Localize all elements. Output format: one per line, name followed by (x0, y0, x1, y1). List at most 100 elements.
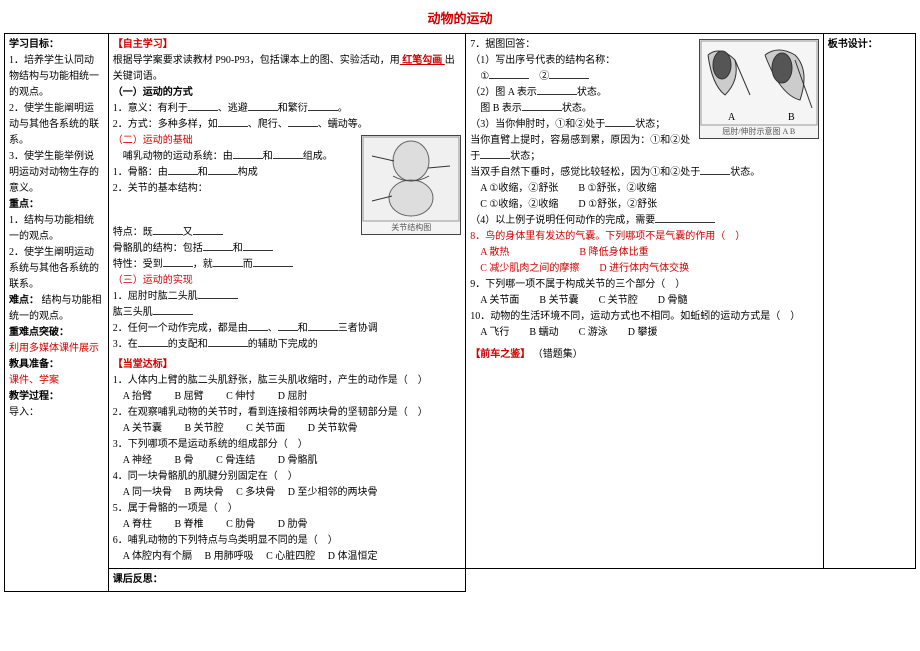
zndtp-txt: 利用多媒体课件展示 (9, 341, 104, 357)
q7-7c: C ①收缩，②收缩 (480, 199, 558, 210)
s2-5a: 骨骼肌的结构：包括 (113, 243, 203, 254)
section3-heading: （三）运动的实现 (113, 273, 461, 289)
q7-8: （4）以上例子说明任何动作的完成，需要 (470, 213, 818, 229)
s3-2c: 和 (298, 323, 308, 334)
q8b: B 降低身体比重 (579, 247, 648, 258)
s2-1c: 组成。 (303, 151, 333, 162)
q8-opts1: A 散热 B 降低身体比重 (470, 245, 818, 261)
page-title: 动物的运动 (4, 8, 916, 27)
s2-2c: 构成 (238, 167, 258, 178)
s1-1d: 。 (338, 103, 348, 114)
q5b: B 脊椎 (174, 519, 203, 530)
q4b: B 两块骨 (184, 487, 223, 498)
xxmb-3: 3．使学生能举例说明运动对动物生存的意义。 (9, 149, 104, 197)
svg-text:B: B (788, 112, 795, 123)
section1-heading: （一）运动的方式 (113, 85, 461, 101)
q10c: C 游泳 (579, 327, 608, 338)
q10-opts: A 飞行 B 蠕动 C 游泳 D 攀援 (470, 325, 818, 341)
q5d: D 肋骨 (278, 519, 308, 530)
q7-7d: D ①舒张，②舒张 (578, 199, 657, 210)
heading-xxmb: 学习目标： (9, 37, 104, 53)
s3-line1: 1．屈肘时肱二头肌 (113, 289, 461, 305)
s2-6c: 而 (243, 259, 253, 270)
q4: 4．同一块骨骼肌的肌腱分别固定在（ ） (113, 469, 461, 485)
q7-8a: （4）以上例子说明任何动作的完成，需要 (470, 215, 655, 226)
s2-line6: 特性：受到，就而 (113, 257, 461, 273)
heading-ddb: 【当堂达标】 (113, 357, 461, 373)
q5: 5．属于骨骼的一项是（ ） (113, 501, 461, 517)
col-self-study: 【自主学习】 根据导学案要求读教材 P90-P93，包括课本上的图、实验活动，用… (108, 34, 465, 569)
col-objectives: 学习目标： 1．培养学生认同动物结构与功能相统一的观点。 2．使学生能阐明运动与… (5, 34, 109, 592)
zd-1: 1．结构与功能相统一的观点。 (9, 213, 104, 245)
q7-1a: ① (480, 71, 489, 82)
s2-line5: 骨骼肌的结构：包括和 (113, 241, 461, 257)
xxmb-1: 1．培养学生认同动物结构与功能相统一的观点。 (9, 53, 104, 101)
q7-7a: A ①收缩，②舒张 (480, 183, 558, 194)
jjzb-txt: 课件、学案 (9, 373, 104, 389)
intro-line: 根据导学案要求读教材 P90-P93，包括课本上的图、实验活动，用 红笔勾画 出… (113, 53, 461, 85)
q8d: D 进行体内气体交换 (599, 263, 689, 274)
joint-diagram: 关节结构图 (361, 135, 461, 235)
q7-6: 当双手自然下垂时，感觉比较轻松，因为①和②处于状态。 (470, 165, 818, 181)
q6a: A 体腔内有个膈 (123, 551, 192, 562)
qczj-line: 【前车之鉴】 （错题集） (470, 347, 818, 363)
s1-1c: 和繁衍 (278, 103, 308, 114)
zd-2: 2．使学生阐明运动系统与其他各系统的联系。 (9, 245, 104, 293)
s1-2c: 、蠕动等。 (318, 119, 368, 130)
q6: 6．哺乳动物的下列特点与鸟类明显不同的是（ ） (113, 533, 461, 549)
s3-3c: 的辅助下完成的 (248, 339, 318, 350)
q7-6b: 状态。 (730, 167, 760, 178)
s2-1a: 哺乳动物的运动系统：由 (123, 151, 233, 162)
col-reflection: 课后反思： (108, 569, 465, 592)
q1-opts: A 抬臂 B 屈臂 C 伸忖 D 屈肘 (113, 389, 461, 405)
q1a: A 抬臂 (123, 391, 152, 402)
q4-opts: A 同一块骨 B 两块骨 C 多块骨 D 至少相邻的两块骨 (113, 485, 461, 501)
arm-diagram: A B 屈肘/伸肘示意图 A B (699, 39, 819, 139)
s1-line2: 2．方式：多种多样，如、爬行、、蠕动等。 (113, 117, 461, 133)
q9b: B 关节囊 (539, 295, 578, 306)
s3-1b: 肱三头肌 (113, 307, 153, 318)
q5c: C 肋骨 (226, 519, 255, 530)
s2-4a: 特点：既 (113, 227, 153, 238)
q9c: C 关节腔 (599, 295, 638, 306)
q3-opts: A 神经 B 骨 C 骨连结 D 骨骼肌 (113, 453, 461, 469)
heading-zndtp: 重难点突破： (9, 325, 104, 341)
heading-zd: 重点： (9, 197, 104, 213)
q7-2b: 状态。 (577, 87, 607, 98)
q7-opts2: C ①收缩，②收缩 D ①舒张，②舒张 (470, 197, 818, 213)
intro-highlight: 红笔勾画 (400, 55, 445, 66)
heading-nd: 难点： (9, 295, 39, 306)
q2a: A 关节囊 (123, 423, 162, 434)
q7-1b: ② (539, 71, 549, 82)
q10: 10．动物的生活环境不同，运动方式也不相同。如蚯蚓的运动方式是（ ） (470, 309, 818, 325)
heading-jxgc: 教学过程： (9, 389, 104, 405)
q8: 8．鸟的身体里有发达的气囊。下列哪项不是气囊的作用（ ） (470, 229, 818, 245)
s2-6b: ，就 (193, 259, 213, 270)
q2c: C 关节面 (246, 423, 285, 434)
svg-text:A: A (728, 112, 736, 123)
q8c: C 减少肌肉之间的摩擦 (480, 263, 579, 274)
q10b: B 蠕动 (529, 327, 558, 338)
q3: 3．下列哪项不是运动系统的组成部分（ ） (113, 437, 461, 453)
q1b: B 屈臂 (174, 391, 203, 402)
q2b: B 关节腔 (184, 423, 223, 434)
s3-line3: 3．在的支配和的辅助下完成的 (113, 337, 461, 353)
q2: 2．在观察哺乳动物的关节时，看到连接相邻两块骨的坚韧部分是（ ） (113, 405, 461, 421)
main-table: 学习目标： 1．培养学生认同动物结构与功能相统一的观点。 2．使学生能阐明运动与… (4, 33, 916, 592)
q10d: D 攀援 (628, 327, 658, 338)
q3c: C 骨连结 (216, 455, 255, 466)
heading-bssj: 板书设计： (828, 37, 911, 53)
q5-opts: A 脊柱 B 脊椎 C 肋骨 D 肋骨 (113, 517, 461, 533)
q3d: D 骨骼肌 (278, 455, 318, 466)
q7-opts1: A ①收缩，②舒张 B ①舒张，②收缩 (470, 181, 818, 197)
s3-2b: 、 (268, 323, 278, 334)
q4a: A 同一块骨 (123, 487, 172, 498)
q7-5b: 状态； (510, 151, 540, 162)
qczj-paren: （错题集） (533, 349, 583, 360)
q9: 9．下列哪一项不属于构成关节的三个部分（ ） (470, 277, 818, 293)
arm-caption: 屈肘/伸肘示意图 A B (700, 126, 818, 139)
jxgc-txt: 导入： (9, 405, 104, 421)
q7-3b: 状态。 (562, 103, 592, 114)
heading-zzxx: 【自主学习】 (113, 37, 461, 53)
s3-3b: 的支配和 (168, 339, 208, 350)
